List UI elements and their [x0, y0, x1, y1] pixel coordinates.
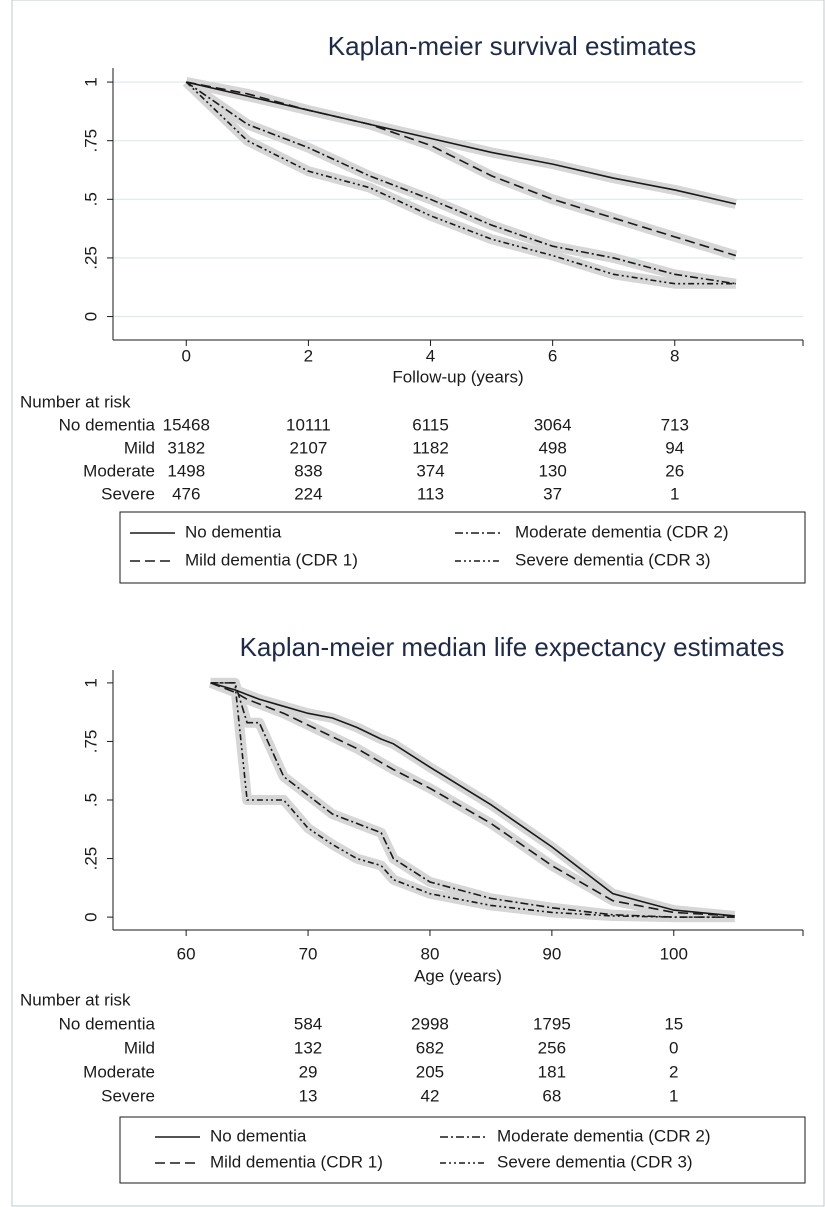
risk-count: 713: [661, 415, 689, 434]
risk-count: 2: [669, 1062, 678, 1081]
risk-count: 1: [670, 484, 679, 503]
risk-count: 3064: [534, 415, 572, 434]
risk-count: 1: [669, 1086, 678, 1105]
risk-count: 26: [665, 461, 684, 480]
legend-label: Moderate dementia (CDR 2): [497, 1126, 711, 1145]
risk-count: 205: [416, 1062, 444, 1081]
risk-count: 68: [542, 1086, 561, 1105]
y-tick-label: 0: [81, 312, 100, 321]
risk-count: 838: [294, 461, 322, 480]
chart-title: Kaplan-meier survival estimates: [328, 31, 696, 61]
risk-count: 3182: [167, 438, 205, 457]
risk-row-label: Severe: [101, 484, 155, 503]
risk-count: 113: [417, 484, 444, 503]
risk-table-title: Number at risk: [20, 990, 131, 1009]
risk-count: 29: [299, 1062, 318, 1081]
risk-count: 1795: [533, 1014, 571, 1033]
y-tick-label: .5: [81, 793, 100, 807]
y-tick-label: 0: [81, 912, 100, 921]
risk-count: 181: [538, 1062, 566, 1081]
survival-line: [185, 81, 736, 285]
legend-label: Severe dementia (CDR 3): [515, 550, 711, 569]
survival-line: [210, 682, 735, 917]
risk-count: 374: [416, 461, 444, 480]
risk-table-title: Number at risk: [20, 392, 131, 411]
x-tick-label: 100: [660, 944, 688, 963]
risk-count: 42: [421, 1086, 440, 1105]
risk-count: 1182: [412, 438, 449, 457]
risk-count: 476: [172, 484, 200, 503]
x-tick-label: 2: [304, 346, 313, 365]
risk-count: 2107: [289, 438, 327, 457]
x-tick-label: 4: [426, 346, 435, 365]
legend-box: [119, 1116, 806, 1184]
x-tick-label: 0: [182, 346, 191, 365]
legend-label: Moderate dementia (CDR 2): [515, 522, 729, 541]
x-tick-label: 70: [299, 944, 318, 963]
survival-line: [210, 682, 735, 918]
x-tick-label: 80: [421, 944, 440, 963]
y-tick-label: .25: [81, 847, 100, 871]
risk-count: 10111: [286, 415, 331, 434]
risk-row-label: Severe: [101, 1086, 155, 1105]
y-tick-label: .75: [81, 129, 100, 153]
risk-count: 2998: [411, 1014, 449, 1033]
y-tick-label: .75: [81, 730, 100, 754]
legend-label: Severe dementia (CDR 3): [497, 1152, 693, 1171]
legend-label: No dementia: [185, 522, 282, 541]
risk-count: 224: [294, 484, 322, 503]
risk-count: 94: [665, 438, 684, 457]
x-tick-label: 6: [548, 346, 557, 365]
risk-count: 584: [294, 1014, 322, 1033]
risk-count: 130: [538, 461, 566, 480]
x-axis-label: Follow-up (years): [392, 367, 523, 386]
legend-label: Mild dementia (CDR 1): [210, 1152, 383, 1171]
survival-line: [186, 81, 737, 257]
y-tick-label: .5: [81, 192, 100, 206]
x-tick-label: 90: [542, 944, 561, 963]
risk-row-label: Moderate: [83, 1062, 155, 1081]
risk-count: 13: [299, 1086, 318, 1105]
x-tick-label: 8: [670, 346, 679, 365]
risk-row-label: No dementia: [59, 415, 156, 434]
risk-row-label: No dementia: [59, 1014, 156, 1033]
risk-count: 132: [294, 1038, 322, 1057]
survival-line: [185, 81, 736, 285]
risk-row-label: Moderate: [83, 461, 155, 480]
x-axis-label: Age (years): [414, 966, 502, 985]
risk-count: 682: [416, 1038, 444, 1057]
risk-count: 256: [538, 1038, 566, 1057]
risk-count: 498: [538, 438, 566, 457]
risk-count: 15: [664, 1014, 683, 1033]
y-tick-label: .25: [81, 246, 100, 270]
legend-label: Mild dementia (CDR 1): [185, 550, 358, 569]
risk-row-label: Mild: [124, 1038, 155, 1057]
risk-count: 0: [669, 1038, 678, 1057]
legend-label: No dementia: [210, 1126, 307, 1145]
risk-count: 1498: [167, 461, 205, 480]
survival-line: [210, 682, 735, 917]
risk-row-label: Mild: [124, 438, 155, 457]
risk-count: 15468: [163, 415, 210, 434]
frame: [11, 0, 825, 1207]
risk-count: 6115: [412, 415, 449, 434]
y-tick-label: 1: [81, 678, 100, 687]
legend-box: [119, 511, 806, 584]
chart-title: Kaplan-meier median life expectancy esti…: [240, 632, 785, 662]
survival-line: [186, 81, 737, 205]
y-tick-label: 1: [81, 77, 100, 86]
x-tick-label: 60: [177, 944, 196, 963]
risk-count: 37: [543, 484, 562, 503]
